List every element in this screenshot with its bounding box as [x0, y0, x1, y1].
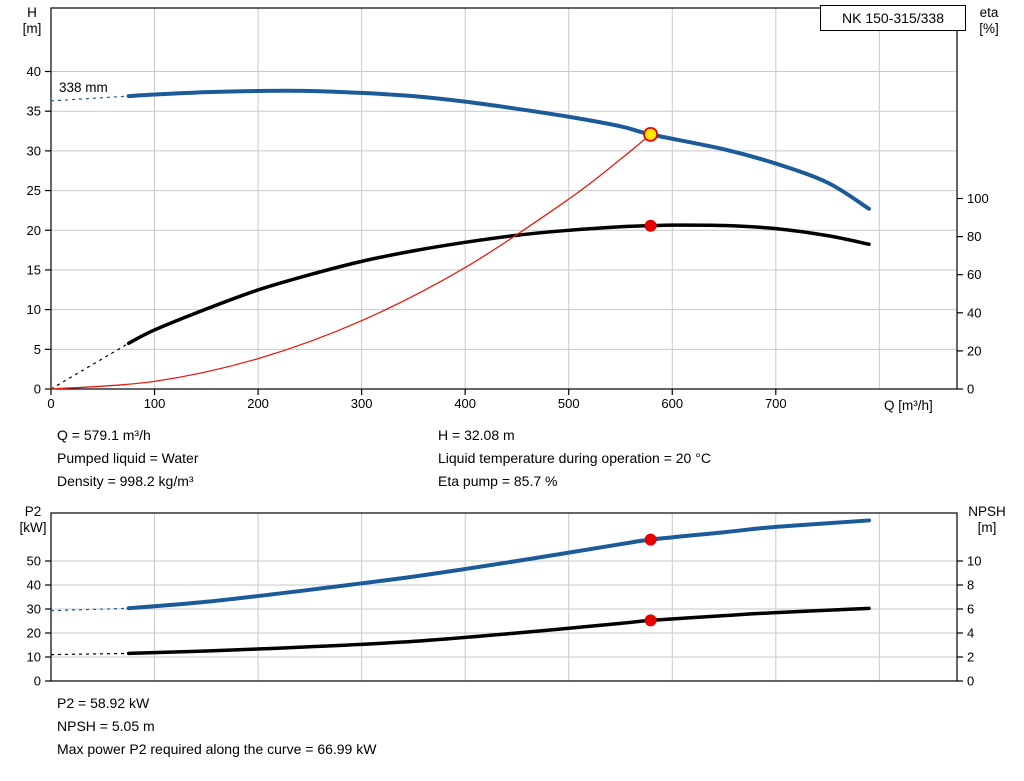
h-axis-title-symbol: H	[27, 5, 37, 20]
y-left-tick-label: 20	[27, 626, 41, 641]
info-line-maxpower: Max power P2 required along the curve = …	[57, 741, 377, 757]
y-left-tick-label: 40	[27, 64, 41, 79]
plot-frame	[50, 7, 958, 390]
info-line-h: H = 32.08 m	[438, 427, 515, 443]
info-line-temperature: Liquid temperature during operation = 20…	[438, 450, 711, 466]
info-line-liquid: Pumped liquid = Water	[57, 450, 199, 466]
lead-dash-338 mm	[50, 95, 129, 102]
impeller-size-label: 338 mm	[59, 80, 108, 95]
info-line-npsh: NPSH = 5.05 m	[57, 718, 155, 734]
y-left-tick-label: 50	[27, 554, 41, 569]
eta-axis-title: eta [%]	[966, 5, 1012, 37]
y-right-tick-label: 60	[967, 267, 981, 282]
x-tick-label: 100	[144, 396, 166, 411]
x-tick-label: 500	[558, 396, 580, 411]
y-right-tick-label: 4	[967, 626, 974, 641]
y-left-tick-label: 10	[27, 302, 41, 317]
power-npsh-chart: 0 10 20 30 40 50 0 2 4 6 8 10	[27, 512, 982, 689]
p2-axis-title-symbol: P2	[24, 504, 42, 519]
y-right-tick-label: 100	[967, 191, 989, 206]
npsh-duty-point	[644, 614, 657, 627]
pump-type-box: NK 150-315/338	[820, 5, 966, 31]
y-left-tick-label: 25	[27, 183, 41, 198]
x-tick-label: 0	[47, 396, 54, 411]
y-left-tick-label: 40	[27, 578, 41, 593]
y-left-tick-label: 10	[27, 650, 41, 665]
npsh-axis-title-unit: [m]	[977, 520, 997, 535]
lead-dash-eta-curve	[50, 342, 129, 390]
npsh-axis-title-symbol: NPSH	[968, 504, 1006, 519]
gridlines	[51, 8, 957, 389]
pump-type-label: NK 150-315/338	[842, 10, 944, 26]
curve-system-curve	[50, 133, 652, 390]
result-info-bottom: P2 = 58.92 kW NPSH = 5.05 m Max power P2…	[57, 692, 376, 761]
y-left-tick-label: 30	[27, 143, 41, 158]
p2-axis-title: P2 [kW]	[10, 504, 56, 536]
y-left-tick-label: 5	[34, 342, 41, 357]
y-right-tick-label: 20	[967, 343, 981, 358]
y-right-tick-label: 8	[967, 578, 974, 593]
eta-axis-title-symbol: eta	[979, 5, 999, 20]
p2-axis-title-unit: [kW]	[19, 520, 47, 535]
y-right-tick-label: 80	[967, 229, 981, 244]
y-right-tick-label: 10	[967, 554, 981, 569]
eta-axis-title-unit: [%]	[979, 21, 999, 36]
p2-duty-point	[644, 533, 657, 546]
curve-npsh-curve	[126, 606, 871, 656]
npsh-axis-title: NPSH [m]	[958, 504, 1016, 536]
q-axis-label: Q [m³/h]	[884, 398, 933, 413]
x-tick-label: 200	[247, 396, 269, 411]
duty-info-right: H = 32.08 m Liquid temperature during op…	[438, 424, 711, 493]
plot-frame	[50, 512, 958, 682]
curve-338 mm	[126, 88, 871, 211]
curve-p2-curve	[126, 518, 871, 611]
y-right-tick-label: 0	[967, 674, 974, 689]
y-left-tick-label: 30	[27, 602, 41, 617]
info-line-density: Density = 998.2 kg/m³	[57, 473, 194, 489]
info-line-q: Q = 579.1 m³/h	[57, 427, 151, 443]
y-left-tick-label: 20	[27, 223, 41, 238]
duty-point[interactable]	[643, 126, 659, 142]
lead-dash-p2-curve	[50, 607, 129, 612]
info-line-p2: P2 = 58.92 kW	[57, 695, 150, 711]
x-tick-label: 400	[454, 396, 476, 411]
y-right-tick-label: 40	[967, 305, 981, 320]
y-left-tick-label: 0	[34, 382, 41, 397]
y-left-tick-label: 0	[34, 674, 41, 689]
duty-info-left: Q = 579.1 m³/h Pumped liquid = Water Den…	[57, 424, 199, 493]
h-axis-title-unit: [m]	[22, 21, 42, 36]
x-tick-label: 600	[661, 396, 683, 411]
axis-ticks: 0 10 20 30 40 50 0 2 4 6 8 10	[27, 554, 982, 689]
y-right-tick-label: 0	[967, 382, 974, 397]
h-axis-title: H [m]	[12, 5, 52, 37]
x-tick-label: 300	[351, 396, 373, 411]
y-left-tick-label: 35	[27, 104, 41, 119]
curve-eta-curve	[126, 223, 871, 346]
y-right-tick-label: 2	[967, 650, 974, 665]
gridlines	[51, 513, 957, 681]
y-right-tick-label: 6	[967, 602, 974, 617]
lead-dash-npsh-curve	[50, 652, 129, 656]
eta-duty-point	[644, 219, 657, 232]
y-left-tick-label: 15	[27, 262, 41, 277]
x-tick-label: 700	[765, 396, 787, 411]
info-line-eta: Eta pump = 85.7 %	[438, 473, 558, 489]
